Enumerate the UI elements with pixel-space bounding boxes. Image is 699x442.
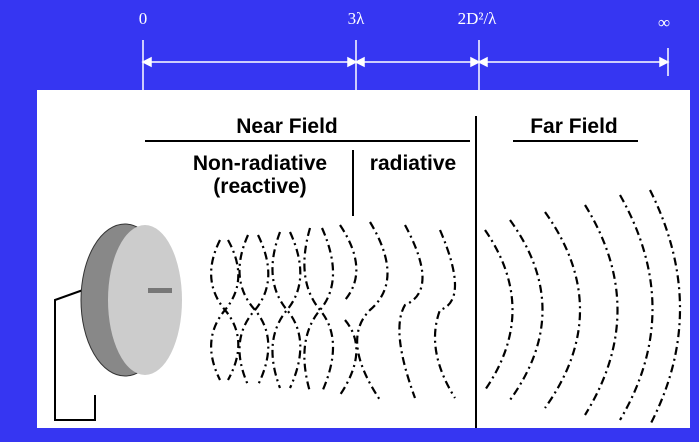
region-lines	[145, 116, 638, 428]
axis-label: ∞	[658, 13, 670, 32]
non-radiative-label: (reactive)	[213, 175, 306, 198]
near-field-title: Near Field	[236, 115, 338, 138]
radiative-label: radiative	[370, 152, 456, 175]
near-field-waves	[210, 221, 457, 401]
non-radiative-label: Non-radiative	[193, 152, 327, 175]
axis-label: 3λ	[348, 9, 366, 28]
antenna	[54, 223, 182, 421]
far-field-waves	[484, 189, 682, 426]
distance-axis	[141, 40, 670, 90]
axis-label: 0	[139, 9, 148, 28]
far-field-title: Far Field	[530, 115, 618, 138]
axis-label: 2D²/λ	[458, 9, 498, 28]
